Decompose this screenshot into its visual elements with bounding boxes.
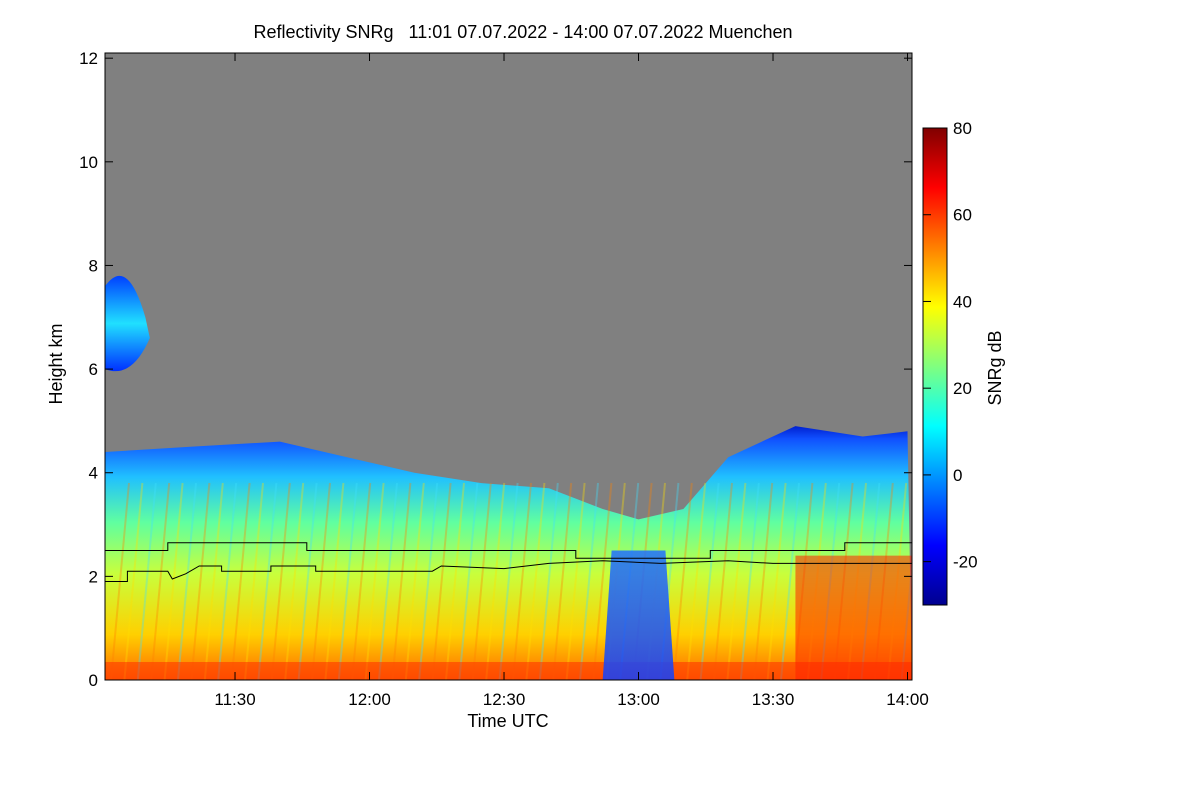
fall-streak (753, 482, 774, 680)
x-tick-label: 12:00 (348, 690, 391, 709)
colorbar-tick-label: 20 (953, 379, 972, 398)
fall-streak (163, 482, 184, 680)
fall-streak (418, 482, 439, 680)
fall-streak (552, 482, 573, 680)
fall-streak (458, 482, 479, 680)
y-tick-label: 8 (89, 256, 98, 275)
fall-streak (136, 482, 157, 680)
cloud-echo (105, 426, 912, 680)
fall-streak (592, 482, 613, 680)
fall-streak (177, 482, 197, 680)
fall-streak (739, 482, 760, 680)
x-tick-label: 14:00 (886, 690, 929, 709)
colorbar-tick-label: -20 (953, 553, 978, 572)
fall-streak (311, 482, 331, 680)
chart-title: Reflectivity SNRg 11:01 07.07.2022 - 14:… (253, 22, 793, 42)
x-tick-label: 12:30 (483, 690, 526, 709)
plot-area (105, 53, 912, 680)
y-axis: 0 2 4 6 8 10 12 (79, 49, 912, 690)
fall-streak (297, 482, 318, 680)
strong-echo-region (795, 555, 912, 680)
upper-cloud (105, 275, 150, 372)
colorbar-tick-label: 80 (953, 119, 972, 138)
x-tick-label: 13:00 (617, 690, 660, 709)
fall-streak (565, 482, 586, 680)
fall-streak (150, 482, 171, 680)
x-axis: 11:30 12:00 12:30 13:00 13:30 14:00 (214, 53, 929, 709)
fall-streak (512, 482, 532, 680)
fall-streak (230, 482, 251, 680)
fall-streak (284, 482, 305, 680)
y-tick-label: 6 (89, 360, 98, 379)
y-tick-label: 0 (89, 671, 98, 690)
height-line-1 (105, 542, 912, 559)
fall-streak (498, 482, 519, 680)
fall-streak (713, 482, 733, 680)
fall-streak (391, 482, 412, 680)
surface-echo (105, 662, 912, 680)
fall-streak (686, 482, 707, 680)
fall-streak (257, 482, 278, 680)
fall-streak (123, 482, 144, 680)
plot-frame (104, 52, 913, 681)
fall-streak (525, 482, 546, 680)
fall-streak (579, 482, 599, 680)
colorbar-tick-label: 40 (953, 292, 972, 311)
height-line-2 (105, 560, 912, 582)
fall-streak (378, 482, 398, 680)
y-axis-label: Height km (46, 323, 66, 404)
cloud-echo-layer (105, 275, 912, 680)
y-tick-label: 4 (89, 464, 98, 483)
fall-streak (270, 482, 291, 680)
fall-streak (244, 482, 264, 680)
fall-streak (351, 482, 372, 680)
fall-streak (190, 482, 211, 680)
fall-streak (672, 482, 693, 680)
fall-streak (780, 482, 800, 680)
colorbar-scale (922, 127, 948, 606)
fall-streak (485, 482, 506, 680)
colorbar-tick-label: 0 (953, 466, 962, 485)
fall-streak (337, 482, 358, 680)
fall-streak (445, 482, 465, 680)
y-tick-label: 10 (79, 153, 98, 172)
x-axis-label: Time UTC (467, 711, 548, 731)
fall-streak (699, 482, 720, 680)
height-lines (105, 542, 912, 582)
x-tick-label: 13:30 (752, 690, 795, 709)
colorbar-ticks: -20 0 20 40 60 80 (923, 119, 978, 572)
low-snr-gap (602, 550, 675, 680)
y-tick-label: 2 (89, 567, 98, 586)
fall-streak (431, 482, 452, 680)
fall-streak (766, 482, 787, 680)
fall-streak (203, 482, 224, 680)
fall-streak (726, 482, 747, 680)
colorbar-tick-label: 60 (953, 206, 972, 225)
y-tick-label: 12 (79, 49, 98, 68)
fall-streak (538, 482, 559, 680)
colorbar-label: SNRg dB (985, 330, 1005, 405)
fall-streak (364, 482, 385, 680)
colorbar: -20 0 20 40 60 80 (922, 119, 978, 606)
fall-streak (404, 482, 425, 680)
fall-streak (217, 482, 238, 680)
fall-streak (324, 482, 345, 680)
fall-streak (471, 482, 492, 680)
x-tick-label: 11:30 (214, 690, 255, 709)
